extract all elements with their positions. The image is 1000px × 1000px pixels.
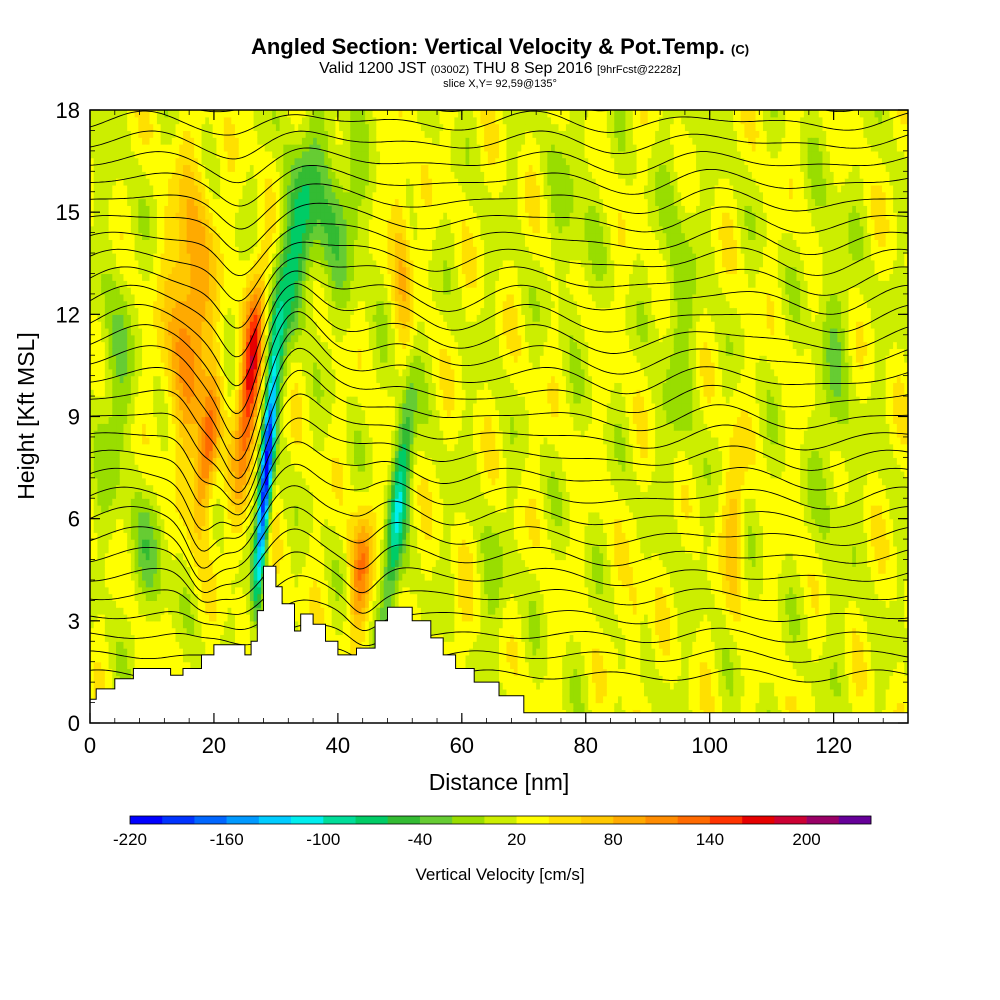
colorbar-swatch [162,816,195,824]
isentrope-line [90,164,908,207]
isentrope-line [90,202,908,253]
colorbar-swatch [291,816,324,824]
isentrope-line [90,270,908,358]
potential-temperature-contours [90,110,908,683]
colorbar-label: Vertical Velocity [cm/s] [415,865,584,884]
axes: 0 20 40 60 80 100 120 0 3 6 9 12 15 18 [56,98,909,758]
y-tick-label: 15 [56,200,80,225]
chart-title: Angled Section: Vertical Velocity & Pot.… [0,36,1000,61]
colorbar-swatch [130,816,163,824]
y-tick-label: 3 [68,609,80,634]
colorbar-tick-label: 200 [792,830,820,849]
colorbar-tick-label: 140 [696,830,724,849]
colorbar-swatch [613,816,646,824]
isentrope-line [90,110,908,136]
isentrope-line [90,551,908,603]
isentrope-line [90,441,908,531]
velocity-field [90,110,908,723]
x-tick-label: 80 [574,733,598,758]
x-tick-label: 0 [84,733,96,758]
colorbar-swatch [645,816,678,824]
colorbar-tick-label: -100 [306,830,340,849]
y-tick-label: 6 [68,507,80,532]
colorbar-tick-label: -40 [408,830,433,849]
colorbar-frame [129,815,872,825]
y-tick-label: 0 [68,711,80,736]
colorbar-swatch [548,816,582,824]
colorbar-swatch [419,816,453,824]
terrain [89,565,909,724]
x-tick-label: 60 [450,733,474,758]
colorbar-swatch [838,816,872,824]
isentrope-line [90,599,908,632]
x-tick-label: 20 [202,733,226,758]
colorbar-tick-label: 80 [604,830,623,849]
colorbar-swatch [194,816,227,824]
colorbar-tick-label: -160 [210,830,244,849]
colorbar-swatch [516,816,550,824]
colorbar-swatch [581,816,614,824]
isentrope-line [90,623,908,647]
colorbar-swatch [355,816,389,824]
title-block: Angled Section: Vertical Velocity & Pot.… [0,36,1000,91]
colorbar-swatch [484,816,517,824]
isentrope-line [90,506,908,583]
isentrope-line [197,110,856,113]
y-tick-label: 9 [68,405,80,430]
isentrope-line [90,147,908,184]
terrain-polygon [89,565,909,724]
colorbar-tick-label: -220 [113,830,147,849]
colorbar-swatch [387,816,421,824]
isentrope-line [90,369,908,494]
colorbar: -220 -160 -100 -40 20 80 140 200 [113,815,872,849]
colorbar-swatch [226,816,260,824]
chart-subtitle: Valid 1200 JST (0300Z) THU 8 Sep 2016 [9… [0,61,1000,78]
isentrope-line [90,241,908,302]
isentrope-line [90,328,908,461]
isentrope-line [90,528,908,593]
isentrope-line [90,575,908,615]
colorbar-swatch [806,816,840,824]
colorbar-swatch [709,816,743,824]
colorbar-swatch [323,816,356,824]
colorbar-swatch [677,816,711,824]
isentrope-line [90,393,908,505]
colorbar-tick-label: 20 [507,830,526,849]
y-tick-label: 18 [56,98,80,123]
colorbar-swatch [742,816,775,824]
isentrope-line [90,347,908,479]
colorbar-swatch [452,816,485,824]
isentrope-line [90,183,908,230]
colorbar-swatch [774,816,807,824]
x-axis-label: Distance [nm] [429,769,570,795]
isentrope-line [90,257,908,329]
isentrope-line [90,485,908,569]
isentrope-line [90,463,908,552]
y-axis-label: Height [Kft MSL] [13,332,39,499]
isentrope-line [90,296,908,414]
isentrope-line [90,222,908,277]
x-tick-label: 100 [691,733,728,758]
x-tick-label: 40 [326,733,350,758]
isentrope-line [90,283,908,387]
isentrope-line [90,417,908,516]
y-tick-label: 12 [56,302,80,327]
x-tick-label: 120 [815,733,852,758]
slice-label: slice X,Y= 92,59@135° [0,78,1000,90]
colorbar-swatch [258,816,292,824]
isentrope-line [90,130,908,160]
isentrope-line [90,311,908,440]
